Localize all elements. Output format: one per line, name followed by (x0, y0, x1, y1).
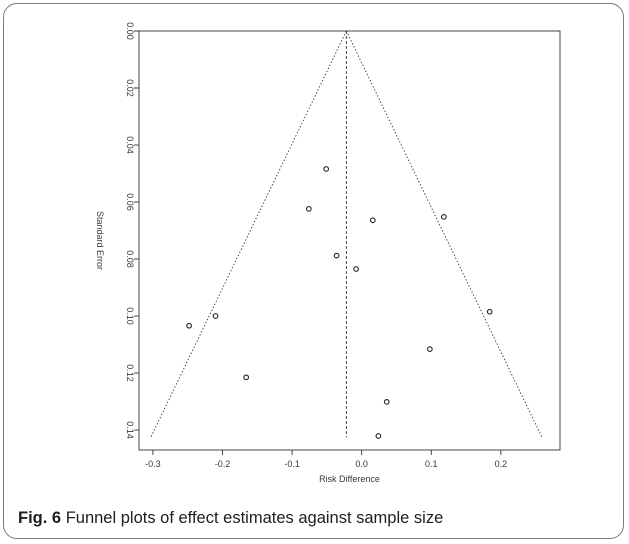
funnel-left-boundary (150, 30, 347, 438)
x-axis-title: Risk Difference (319, 474, 380, 484)
study-point (375, 433, 382, 439)
study-point (333, 252, 340, 259)
figure-label: Fig. 6 (18, 509, 62, 527)
y-axis-title: Standard Error (95, 211, 105, 270)
study-point (427, 346, 433, 352)
y-tick-label: 0.02 (125, 79, 135, 97)
x-tick-label: -0.1 (284, 459, 300, 469)
x-tick-label: -0.2 (215, 459, 231, 469)
y-tick-label: 0.08 (125, 250, 135, 268)
funnel-plot: -0.3 -0.2 -0.1 0.0 0.1 0.2 0.00 0.02 0.04 0.06 0.0… (95, 22, 561, 484)
funnel-right-boundary (345, 30, 543, 438)
plot-area-border (138, 30, 561, 451)
study-point (212, 313, 219, 319)
y-tick-label: 0.10 (125, 307, 135, 325)
y-tick-label: 0.12 (125, 364, 135, 382)
study-point (243, 374, 250, 381)
study-point (186, 322, 192, 329)
x-tick-label: -0.3 (145, 459, 161, 469)
y-tick-label: 0.06 (125, 193, 135, 211)
study-point (305, 206, 312, 212)
study-point (486, 308, 493, 315)
x-tick-label: 0.0 (355, 459, 368, 469)
study-point (369, 217, 376, 224)
y-tick-label: 0.00 (125, 22, 135, 40)
study-point (440, 213, 447, 220)
study-point (353, 266, 359, 272)
x-tick-label: 0.2 (495, 459, 508, 469)
y-tick-label: 0.14 (125, 421, 135, 439)
figure-frame: -0.3 -0.2 -0.1 0.0 0.1 0.2 0.00 0.02 0.04 0.06 0.0… (3, 3, 624, 539)
x-tick-label: 0.1 (425, 459, 438, 469)
y-tick-label: 0.04 (125, 136, 135, 154)
study-point (323, 166, 330, 172)
figure-caption: Fig. 6 Funnel plots of effect estimates … (18, 509, 443, 528)
figure-caption-text: Funnel plots of effect estimates against… (65, 509, 444, 527)
study-point (383, 398, 390, 405)
